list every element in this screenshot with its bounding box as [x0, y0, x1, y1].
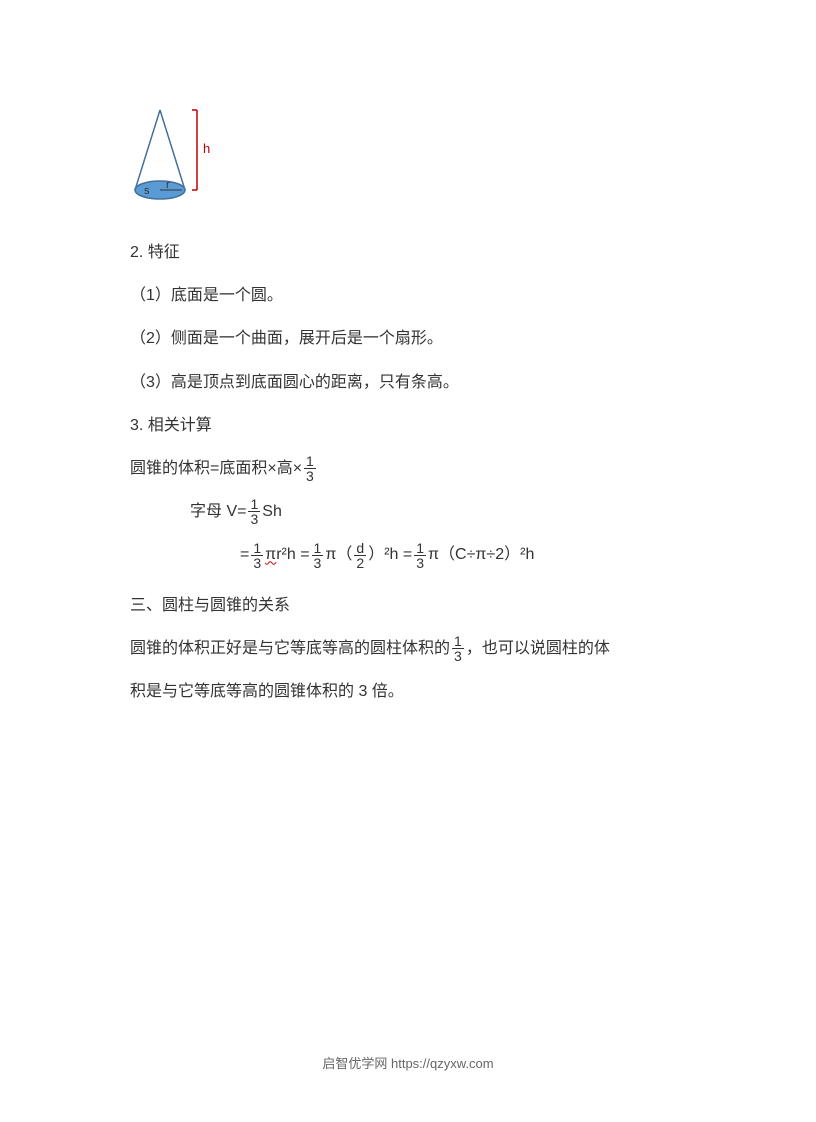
section2-title: 2. 特征 — [130, 235, 686, 270]
f3-p3: π（C÷π÷2）²h — [428, 546, 534, 563]
f3-eq2: = — [296, 546, 310, 563]
f3-p2e: ）²h = — [368, 546, 412, 563]
relation-line1: 圆锥的体积正好是与它等底等高的圆柱体积的13，也可以说圆柱的体 — [130, 631, 686, 666]
section3-title: 3. 相关计算 — [130, 408, 686, 443]
section2-item2: （2）侧面是一个曲面，展开后是一个扇形。 — [130, 321, 686, 356]
footer-text: 启智优学网 https://qzyxw.com — [322, 1056, 493, 1071]
rel-suffix: ，也可以说圆柱的体 — [466, 640, 610, 657]
section3-formula1: 圆锥的体积=底面积×高×13 — [130, 451, 686, 486]
section2-item1: （1）底面是一个圆。 — [130, 278, 686, 313]
relation-title: 三、圆柱与圆锥的关系 — [130, 588, 686, 623]
f3-eq1: = — [240, 546, 249, 563]
cone-svg: h r s — [130, 100, 220, 210]
formula2-suffix: Sh — [262, 503, 282, 520]
formula2-prefix: 字母 V= — [190, 503, 246, 520]
label-r: r — [166, 179, 170, 191]
formula1-prefix: 圆锥的体积=底面积×高× — [130, 460, 302, 477]
label-h: h — [203, 141, 210, 156]
f3-r2h: r²h — [276, 546, 296, 563]
fraction-1-3-d: 13 — [312, 541, 324, 570]
cone-diagram: h r s — [130, 100, 220, 210]
section2-item3: （3）高是顶点到底面圆心的距离，只有条高。 — [130, 365, 686, 400]
page-footer: 启智优学网 https://qzyxw.com — [0, 1053, 816, 1072]
label-s: s — [144, 185, 150, 197]
fraction-1-3-c: 13 — [251, 541, 263, 570]
fraction-1-3-e: 13 — [414, 541, 426, 570]
fraction-1-3-b: 13 — [248, 497, 260, 526]
relation-line2: 积是与它等底等高的圆锥体积的 3 倍。 — [130, 674, 686, 709]
fraction-1-3-f: 13 — [452, 634, 464, 663]
section3-formula3: =13πr²h =13π（d2）²h =13π（C÷π÷2）²h — [130, 537, 686, 572]
document-content: h r s 2. 特征 （1）底面是一个圆。 （2）侧面是一个曲面，展开后是一个… — [0, 0, 816, 709]
fraction-1-3-a: 13 — [304, 454, 316, 483]
fraction-d-2: d2 — [354, 541, 366, 570]
rel-prefix: 圆锥的体积正好是与它等底等高的圆柱体积的 — [130, 640, 450, 657]
f3-pi1: π — [265, 546, 276, 563]
section3-formula2: 字母 V=13Sh — [130, 494, 686, 529]
f3-p2: π（ — [325, 546, 352, 563]
